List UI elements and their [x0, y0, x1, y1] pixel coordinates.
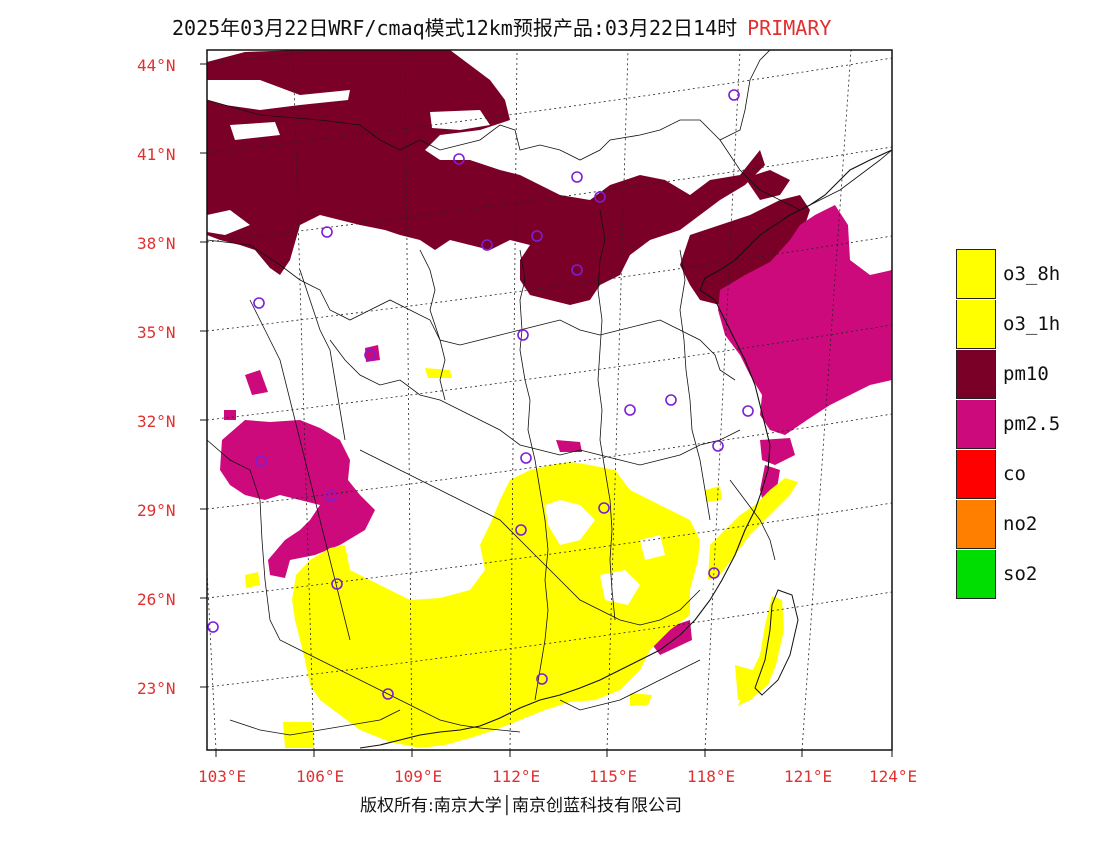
longitude-line [704, 50, 741, 750]
station-marker [364, 349, 376, 361]
lon-label-109: 109°E [394, 767, 443, 786]
legend-label: o3_8h [1003, 263, 1061, 285]
pollutant-legend: o3_8h o3_1h pm10 pm2.5 co no2 so2 [956, 249, 1060, 599]
legend-item-o3-1h: o3_1h [956, 299, 1060, 349]
legend-label: no2 [1003, 513, 1038, 535]
station-marker [665, 394, 677, 406]
lon-label-115: 115°E [589, 767, 638, 786]
legend-item-co: co [956, 449, 1060, 499]
longitude-line [509, 50, 518, 750]
lat-label-29: 29°N [137, 501, 176, 520]
station-marker [453, 153, 465, 165]
latitude-line [207, 146, 892, 243]
pm25-sichuan [220, 420, 375, 578]
legend-label: pm2.5 [1003, 413, 1061, 435]
legend-swatch [956, 349, 996, 399]
map-title: 2025年03月22日WRF/cmaq模式12km预报产品:03月22日14时 P… [172, 12, 831, 41]
station-marker [331, 578, 343, 590]
station-marker [742, 405, 754, 417]
lon-label-112: 112°E [492, 767, 541, 786]
pm25-east [718, 205, 892, 435]
pm10-bohai [745, 170, 790, 200]
latitude-line [207, 413, 892, 510]
station-marker [531, 230, 543, 242]
station-marker [624, 404, 636, 416]
legend-label: so2 [1003, 563, 1038, 585]
graticule [207, 50, 892, 750]
lat-label-41: 41°N [137, 145, 176, 164]
o3-fujian-coast [708, 478, 798, 580]
lat-label-35: 35°N [137, 323, 176, 342]
station-marker [255, 455, 267, 467]
title-tag: PRIMARY [747, 16, 832, 40]
pm10-north-band [207, 50, 765, 305]
station-marker [517, 329, 529, 341]
legend-item-o3-8h: o3_8h [956, 249, 1060, 299]
legend-label: pm10 [1003, 363, 1049, 385]
legend-swatch [956, 549, 996, 599]
lat-label-23: 23°N [137, 679, 176, 698]
legend-label: co [1003, 463, 1026, 485]
lon-label-124: 124°E [869, 767, 918, 786]
station-marker [207, 621, 219, 633]
station-marker [594, 191, 606, 203]
longitude-line [891, 745, 892, 750]
longitude-line [404, 50, 413, 750]
longitude-line [606, 50, 629, 750]
station-marker [321, 226, 333, 238]
station-marker [571, 171, 583, 183]
legend-swatch [956, 299, 996, 349]
station-marker [520, 452, 532, 464]
lon-label-121: 121°E [784, 767, 833, 786]
legend-item-so2: so2 [956, 549, 1060, 599]
longitude-line [292, 50, 315, 750]
station-marker [708, 567, 720, 579]
station-marker [325, 490, 337, 502]
longitude-line [207, 561, 217, 750]
taiwan-outline [754, 589, 799, 696]
lon-label-106: 106°E [296, 767, 345, 786]
legend-item-pm25: pm2.5 [956, 399, 1060, 449]
station-marker [253, 297, 265, 309]
station-marker [728, 89, 740, 101]
legend-label: o3_1h [1003, 313, 1061, 335]
longitude-line [801, 50, 852, 750]
lat-label-44: 44°N [137, 56, 176, 75]
station-marker [598, 502, 610, 514]
coastline [359, 149, 892, 749]
legend-swatch [956, 399, 996, 449]
latitude-line [207, 324, 892, 421]
lat-label-32: 32°N [137, 412, 176, 431]
latitude-line [207, 591, 892, 688]
map-frame [206, 49, 893, 751]
legend-item-pm10: pm10 [956, 349, 1060, 399]
lon-label-118: 118°E [687, 767, 736, 786]
station-marker [571, 264, 583, 276]
latitude-line [207, 57, 892, 154]
pm10-regions [207, 50, 810, 310]
station-marker [382, 688, 394, 700]
station-marker [481, 239, 493, 251]
legend-swatch [956, 499, 996, 549]
station-markers [207, 89, 754, 700]
lat-label-26: 26°N [137, 590, 176, 609]
lon-label-103: 103°E [198, 767, 247, 786]
station-marker [712, 440, 724, 452]
station-marker [536, 673, 548, 685]
latitude-line [207, 235, 892, 332]
axis-ticks [200, 63, 893, 757]
o3-gaps [545, 500, 665, 605]
legend-swatch [956, 449, 996, 499]
o3-south [292, 462, 700, 748]
copyright-credit: 版权所有:南京大学│南京创蓝科技有限公司 [360, 796, 682, 816]
latitude-line [207, 502, 892, 599]
legend-swatch [956, 249, 996, 299]
lat-label-38: 38°N [137, 234, 176, 253]
station-marker [515, 524, 527, 536]
legend-item-no2: no2 [956, 499, 1060, 549]
o3-regions [245, 368, 798, 748]
title-main: 2025年03月22日WRF/cmaq模式12km预报产品:03月22日14时 [172, 16, 738, 40]
pm10-gaps [207, 80, 490, 235]
